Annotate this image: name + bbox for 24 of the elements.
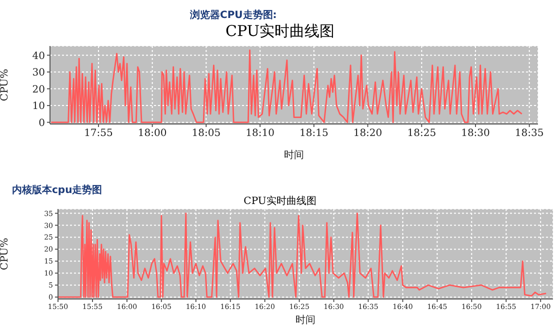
x-tick-label: 18:00 [138, 128, 167, 140]
line-series [58, 212, 547, 298]
y-tick-label: 0 [38, 118, 45, 129]
y-tick-label: 20 [32, 84, 45, 96]
chart-title: CPU实时曲线图 [244, 196, 316, 207]
y-tick-label: 30 [32, 68, 45, 79]
x-tick-label: 18:30 [461, 128, 490, 140]
x-axis-title: 时间 [296, 314, 316, 326]
y-axis-title: CPU% [0, 238, 11, 270]
chart-title: CPU实时曲线图 [224, 22, 336, 41]
line-series [50, 49, 523, 124]
y-tick-label: 40 [32, 50, 45, 62]
chart-subtitle: 浏览器CPU走势图: [190, 8, 277, 22]
y-tick-label: 10 [32, 101, 45, 112]
y-axis-title: CPU% [0, 68, 11, 102]
x-axis-title: 时间 [284, 149, 304, 161]
x-tick-label: 18:20 [353, 128, 382, 140]
x-tick-label: 18:05 [192, 128, 221, 140]
x-tick-label: 18:15 [299, 128, 328, 140]
x-tick-label: 18:25 [407, 128, 436, 140]
x-tick-label: 17:55 [84, 128, 113, 140]
x-tick-label: 18:10 [246, 128, 274, 140]
chart-subtitle: 内核版本cpu走势图 [12, 184, 102, 197]
x-tick-label: 18:35 [514, 128, 544, 140]
